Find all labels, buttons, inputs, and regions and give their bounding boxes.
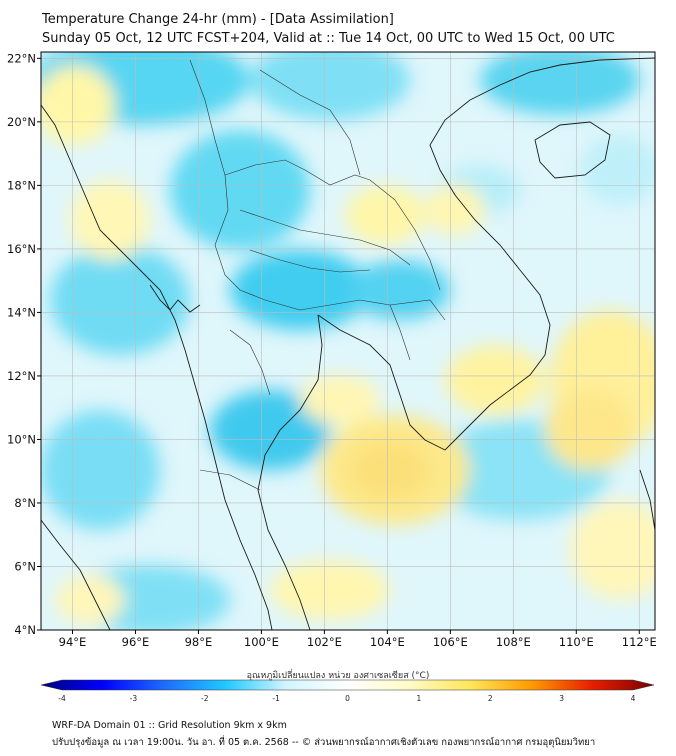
colorbar-tick-label: 0 [345,694,350,703]
colorbar: -4 -3 -2 -1 0 1 2 3 4 [40,679,655,703]
y-tick-label: 16°N [7,242,36,256]
y-tick-label: 18°N [7,178,36,192]
x-tick-label: 110°E [559,635,594,649]
colorbar-bar [40,679,655,691]
x-tick-label: 100°E [244,635,279,649]
y-tick-label: 4°N [14,623,36,637]
temperature-field [41,52,655,630]
colorbar-ticks: -4 -3 -2 -1 0 1 2 3 4 [58,694,635,703]
x-tick-label: 102°E [307,635,342,649]
map-title: Temperature Change 24-hr (mm) - [Data As… [42,12,394,27]
map-frame [40,51,656,631]
x-tick-label: 112°E [622,635,657,649]
colorbar-tick-label: 3 [559,694,564,703]
colorbar-tick-label: 1 [416,694,421,703]
colorbar-label: อุณหภูมิเปลี่ยนแปลง หน่วย องศาเซลเซียส (… [246,671,430,681]
y-tick-label: 12°N [7,369,36,383]
y-tick-label: 6°N [14,559,36,573]
x-tick-label: 104°E [370,635,405,649]
colorbar-tick-label: -3 [130,694,138,703]
map-subtitle: Sunday 05 Oct, 12 UTC FCST+204, Valid at… [42,31,615,46]
x-tick-label: 106°E [433,635,468,649]
y-tick-label: 20°N [7,115,36,129]
x-tick-label: 108°E [496,635,531,649]
coastlines [41,57,655,630]
footer-model-info: WRF-DA Domain 01 :: Grid Resolution 9km … [52,720,287,731]
y-tick-label: 10°N [7,432,36,446]
y-tick-label: 14°N [7,305,36,319]
colorbar-tick-label: 2 [488,694,493,703]
y-tick-label: 8°N [14,496,36,510]
x-tick-label: 96°E [122,635,150,649]
colorbar-tick-label: -2 [201,694,209,703]
y-axis-ticks: 22°N 20°N 18°N 16°N 14°N 12°N 10°N 8°N 6°N 4°N [7,51,41,637]
y-tick-label: 22°N [7,51,36,65]
x-axis-ticks: 94°E 96°E 98°E 100°E 102°E 104°E 106°E 108°E 110… [59,630,657,649]
colorbar-tick-label: -4 [58,694,66,703]
footer-update-info: ปรับปรุงข้อมูล ณ เวลา 19:00น. วัน อา. ที… [52,737,596,748]
map-gridlines [41,52,655,631]
colorbar-tick-label: 4 [631,694,636,703]
country-borders [189,59,446,491]
x-tick-label: 94°E [59,635,87,649]
colorbar-tick-label: -1 [272,694,280,703]
x-tick-label: 98°E [185,635,213,649]
